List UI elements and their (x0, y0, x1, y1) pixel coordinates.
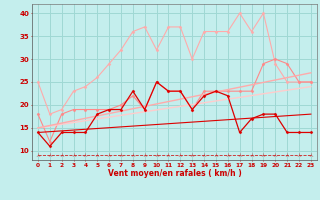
X-axis label: Vent moyen/en rafales ( km/h ): Vent moyen/en rafales ( km/h ) (108, 169, 241, 178)
